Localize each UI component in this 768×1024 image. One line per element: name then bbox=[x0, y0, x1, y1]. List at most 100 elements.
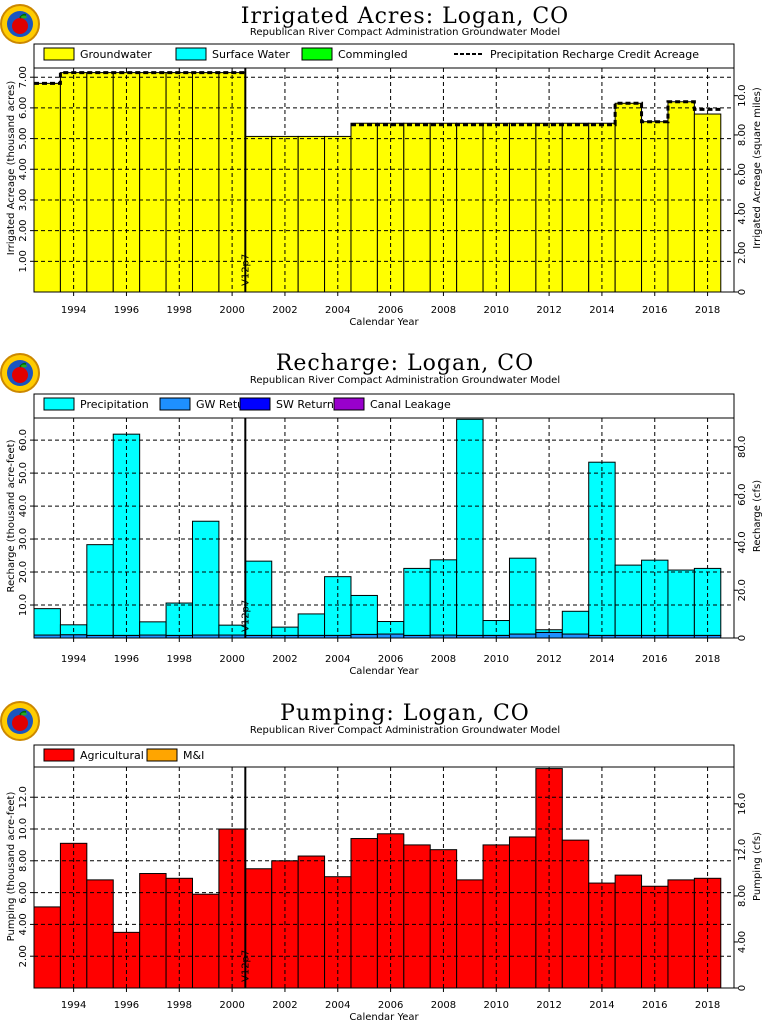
x-tick-label: 1996 bbox=[114, 654, 139, 665]
area-segment-2007 bbox=[403, 122, 431, 293]
area-segment-1995 bbox=[86, 72, 114, 293]
legend-label: SW Returns bbox=[276, 398, 340, 411]
area-segment-2010 bbox=[482, 122, 510, 293]
y2-tick-label: 60.0 bbox=[737, 484, 748, 506]
x-tick-label: 2000 bbox=[219, 654, 244, 665]
chart-title: Pumping: Logan, CO bbox=[280, 701, 530, 726]
y2-tick-label: 2.00 bbox=[737, 242, 748, 264]
x-tick-label: 2008 bbox=[431, 654, 456, 665]
area-segment-2015 bbox=[614, 102, 643, 293]
x-tick-label: 2002 bbox=[272, 305, 297, 316]
y-tick-label: 3.00 bbox=[18, 189, 29, 211]
area-segment-2011 bbox=[508, 122, 537, 293]
x-axis-label: Calendar Year bbox=[349, 317, 419, 328]
legend: Groundwater Surface Water Commingled Precip… bbox=[43, 47, 699, 61]
plot-frame bbox=[33, 393, 735, 639]
bar-agricultural-1993 bbox=[33, 906, 61, 989]
marker-label: V12p7 bbox=[240, 950, 251, 982]
legend-label: Commingled bbox=[338, 48, 408, 61]
y-tick-label: 4.00 bbox=[18, 158, 29, 180]
legend-swatch bbox=[43, 748, 75, 762]
y2-tick-label: 80.0 bbox=[737, 436, 748, 458]
y-tick-label: 20.0 bbox=[18, 561, 29, 583]
y-tick-label: 6.00 bbox=[18, 97, 29, 119]
y-tick-label: 40.0 bbox=[18, 495, 29, 517]
logo-recharge bbox=[0, 353, 40, 393]
y2-tick-label: 10.0 bbox=[737, 85, 748, 107]
y-axis-label: Recharge (thousand acre-feet) bbox=[6, 439, 17, 592]
y2-tick-label: 20.0 bbox=[737, 579, 748, 601]
y2-tick-label: 6.00 bbox=[737, 163, 748, 185]
y-tick-label: 8.00 bbox=[18, 850, 29, 872]
bar-agricultural-1999 bbox=[191, 893, 220, 989]
y2-axis-label: Recharge (cfs) bbox=[752, 480, 763, 552]
y-tick-label: 10.0 bbox=[18, 594, 29, 616]
y-tick-label: 2.00 bbox=[18, 219, 29, 241]
legend-swatch bbox=[239, 397, 271, 411]
bar-precipitation-2017 bbox=[667, 569, 695, 636]
y2-tick-label: 4.00 bbox=[737, 931, 748, 953]
area-segment-2006 bbox=[376, 122, 405, 293]
plot-frame bbox=[33, 744, 735, 989]
x-tick-label: 2000 bbox=[219, 1000, 244, 1011]
bar-precipitation-1993 bbox=[33, 608, 61, 636]
bar-precipitation-2015 bbox=[614, 564, 643, 636]
x-tick-label: 2004 bbox=[325, 654, 350, 665]
y-tick-label: 6.00 bbox=[18, 881, 29, 903]
area-segment-1999 bbox=[191, 72, 220, 293]
x-tick-label: 1994 bbox=[61, 305, 86, 316]
legend-swatch bbox=[301, 47, 333, 61]
bar-precipitation-1995 bbox=[86, 544, 114, 636]
x-tick-label: 2016 bbox=[642, 305, 667, 316]
y-tick-label: 50.0 bbox=[18, 462, 29, 484]
y2-axis-label: Pumping (cfs) bbox=[752, 832, 763, 901]
bar-agricultural-2017 bbox=[667, 879, 695, 989]
bar-precipitation-2013 bbox=[561, 610, 590, 635]
x-axis-label: Calendar Year bbox=[349, 1012, 419, 1023]
legend-label: Groundwater bbox=[80, 48, 152, 61]
y-tick-label: 2.00 bbox=[18, 945, 29, 967]
x-tick-label: 2000 bbox=[219, 305, 244, 316]
x-tick-label: 2012 bbox=[536, 1000, 561, 1011]
x-tick-label: 2004 bbox=[325, 305, 350, 316]
x-tick-label: 2010 bbox=[484, 1000, 509, 1011]
x-tick-label: 1998 bbox=[167, 654, 192, 665]
y-tick-label: 12.0 bbox=[18, 786, 29, 808]
legend-swatch bbox=[159, 397, 191, 411]
bar-agricultural-2005 bbox=[350, 838, 378, 989]
bar-precipitation-2009 bbox=[456, 418, 484, 636]
x-tick-label: 2010 bbox=[484, 654, 509, 665]
x-tick-label: 2010 bbox=[484, 305, 509, 316]
y-axis-label: Pumping (thousand acre-feet) bbox=[6, 792, 17, 942]
legend: Agricultural M&I bbox=[43, 748, 204, 762]
x-tick-label: 2006 bbox=[378, 1000, 403, 1011]
x-tick-label: 2004 bbox=[325, 1000, 350, 1011]
y2-tick-label: 8.00 bbox=[737, 885, 748, 907]
x-tick-label: 2018 bbox=[695, 1000, 720, 1011]
bar-precipitation-2001 bbox=[244, 560, 273, 636]
bar-precipitation-2005 bbox=[350, 594, 378, 635]
legend-label: Agricultural bbox=[80, 749, 144, 762]
y2-tick-label: 16.0 bbox=[737, 793, 748, 815]
y-tick-label: 5.00 bbox=[18, 127, 29, 149]
bar-precipitation-2004 bbox=[324, 576, 352, 636]
bar-agricultural-2011 bbox=[508, 836, 537, 989]
y-tick-label: 4.00 bbox=[18, 913, 29, 935]
bar-gw-returns-2013 bbox=[561, 633, 590, 639]
legend-label: Canal Leakage bbox=[370, 398, 451, 411]
y2-tick-label: 8.00 bbox=[737, 124, 748, 146]
bar-agricultural-1997 bbox=[139, 873, 167, 989]
x-axis-label: Calendar Year bbox=[349, 666, 419, 677]
legend-label: Surface Water bbox=[212, 48, 290, 61]
area-segment-1993 bbox=[33, 82, 61, 293]
x-tick-label: 2008 bbox=[431, 1000, 456, 1011]
x-tick-label: 1994 bbox=[61, 1000, 86, 1011]
y-tick-label: 7.00 bbox=[18, 66, 29, 88]
chart-subtitle: Republican River Compact Administration … bbox=[250, 725, 560, 736]
area-segment-2005 bbox=[350, 122, 378, 293]
y2-tick-label: 12.0 bbox=[737, 839, 748, 861]
y2-tick-label: 40.0 bbox=[737, 531, 748, 553]
legend-swatch bbox=[43, 47, 75, 61]
